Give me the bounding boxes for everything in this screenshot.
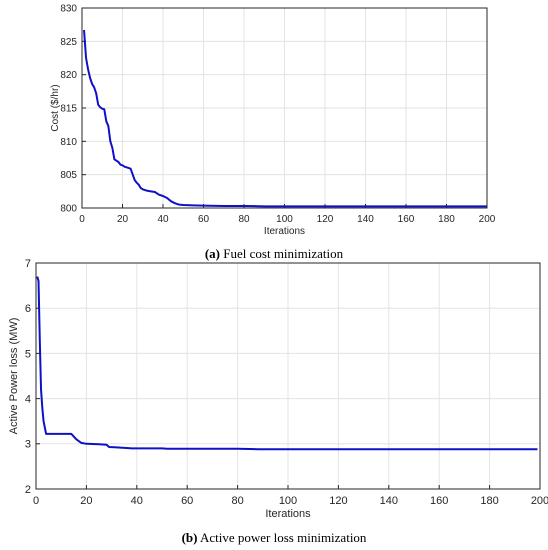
chart-1-xtick-label-1: 20 bbox=[117, 214, 129, 225]
chart-1-ytick-label-6: 830 bbox=[60, 4, 77, 15]
caption-label-b: (b) bbox=[181, 530, 198, 545]
caption-fuel-cost: (a) Fuel cost minimization bbox=[0, 246, 548, 262]
caption-label-a: (a) bbox=[204, 246, 221, 261]
chart-2-axes-box bbox=[35, 262, 541, 490]
chart-1-xtick-label-6: 120 bbox=[317, 214, 334, 225]
chart-1-xtick-label-7: 140 bbox=[357, 214, 374, 225]
chart-1-ytick-label-0: 800 bbox=[60, 204, 77, 215]
chart-1-ytick-label-4: 820 bbox=[60, 70, 77, 81]
chart-2-series-line-0 bbox=[36, 276, 538, 451]
chart-1-ytick-label-5: 825 bbox=[60, 37, 77, 48]
chart-1-xtick-label-3: 60 bbox=[198, 214, 210, 225]
chart-1-xtick-label-4: 80 bbox=[238, 214, 250, 225]
chart-1-xtick-label-2: 40 bbox=[157, 214, 169, 225]
chart-2-x-axis-label: Iterations bbox=[265, 508, 311, 520]
chart-2-xtick-label-5: 100 bbox=[279, 495, 297, 507]
chart-1-xtick-label-5: 100 bbox=[276, 214, 293, 225]
chart-1-xtick-label-9: 180 bbox=[438, 214, 455, 225]
caption-text-a: Fuel cost minimization bbox=[220, 246, 344, 261]
chart-1-ytick-label-1: 805 bbox=[60, 170, 77, 181]
chart-2-y-axis-label: Active Power loss (MW) bbox=[8, 318, 20, 435]
chart-2-xtick-label-8: 160 bbox=[430, 495, 448, 507]
chart-1-axes-box bbox=[81, 7, 488, 209]
chart-2-xtick-label-3: 60 bbox=[181, 495, 193, 507]
chart-2-ytick-label-2: 4 bbox=[25, 393, 31, 405]
chart-2-xtick-label-6: 120 bbox=[329, 495, 347, 507]
chart-2-xtick-label-4: 80 bbox=[231, 495, 243, 507]
chart-2-xtick-label-7: 140 bbox=[380, 495, 398, 507]
chart-1-xtick-label-10: 200 bbox=[479, 214, 496, 225]
chart-1-xtick-label-0: 0 bbox=[79, 214, 85, 225]
chart-1-ytick-label-3: 815 bbox=[60, 104, 77, 115]
chart-1-ytick-label-2: 810 bbox=[60, 137, 77, 148]
chart-2-ytick-label-3: 5 bbox=[25, 348, 31, 360]
chart-2-ytick-label-0: 2 bbox=[25, 484, 31, 496]
chart-2-xtick-label-9: 180 bbox=[480, 495, 498, 507]
chart-1-xtick-label-8: 160 bbox=[398, 214, 415, 225]
chart-2-ytick-label-5: 7 bbox=[25, 258, 31, 270]
chart-1-series-line-0 bbox=[83, 29, 487, 208]
chart-2-ytick-label-1: 3 bbox=[25, 439, 31, 451]
chart-2-xtick-label-0: 0 bbox=[33, 495, 39, 507]
caption-power-loss: (b) Active power loss minimization bbox=[0, 530, 548, 546]
chart-1-x-axis-label: Iterations bbox=[264, 226, 305, 237]
chart-2-ytick-label-4: 6 bbox=[25, 303, 31, 315]
chart-1-y-axis-label: Cost ($/hr) bbox=[50, 84, 61, 131]
caption-text-b: Active power loss minimization bbox=[197, 530, 367, 545]
chart-2-xtick-label-2: 40 bbox=[131, 495, 143, 507]
chart-2-xtick-label-10: 200 bbox=[531, 495, 548, 507]
chart-2-xtick-label-1: 20 bbox=[80, 495, 92, 507]
